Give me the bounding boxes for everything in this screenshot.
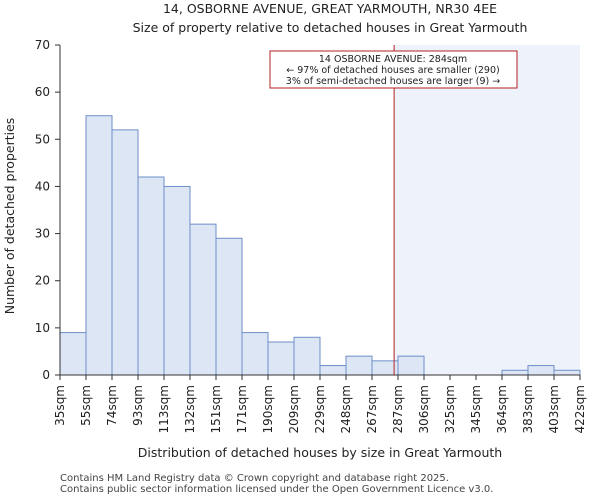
y-tick-label-50: 50 (35, 132, 50, 146)
x-tick-label-209sqm: 209sqm (287, 385, 301, 433)
bar-248sqm (345, 355, 373, 376)
footer-line-1: Contains HM Land Registry data © Crown c… (60, 473, 449, 484)
x-tick-label-287sqm: 287sqm (391, 385, 405, 433)
x-tick-label-35sqm: 35sqm (53, 385, 67, 426)
x-tick-label-422sqm: 422sqm (573, 385, 587, 433)
y-ticks: 0 10 20 30 40 50 60 70 (35, 38, 60, 382)
bar-287sqm (397, 355, 425, 376)
x-tick-label-74sqm: 74sqm (105, 385, 119, 426)
x-tick-label-171sqm: 171sqm (235, 385, 249, 433)
y-axis-label: Number of detached properties (2, 118, 17, 315)
bar-74sqm (111, 129, 139, 376)
y-tick-label-10: 10 (35, 321, 50, 335)
annotation-line-1: 14 OSBORNE AVENUE: 284sqm (319, 54, 467, 65)
bar-93sqm (137, 176, 165, 376)
bar-171sqm (241, 332, 269, 376)
annotation-box: 14 OSBORNE AVENUE: 284sqm ← 97% of detac… (269, 50, 518, 89)
footer-line-2: Contains public sector information licen… (60, 484, 494, 495)
x-tick-label-190sqm: 190sqm (261, 385, 275, 433)
x-tick-label-93sqm: 93sqm (131, 385, 145, 426)
y-tick-label-20: 20 (35, 274, 50, 288)
bar-55sqm (85, 115, 113, 376)
y-tick-label-60: 60 (35, 85, 50, 99)
bar-364sqm (501, 369, 529, 376)
bar-190sqm (267, 341, 295, 376)
x-tick-label-403sqm: 403sqm (547, 385, 561, 433)
x-tick-label-383sqm: 383sqm (521, 385, 535, 433)
x-tick-label-306sqm: 306sqm (417, 385, 431, 433)
annotation-line-2: ← 97% of detached houses are smaller (29… (286, 65, 499, 76)
highlight-region (394, 45, 580, 375)
annotation-border (269, 50, 518, 89)
x-axis-label: Distribution of detached houses by size … (138, 445, 502, 460)
bar-383sqm (527, 365, 555, 376)
bar-209sqm (293, 336, 321, 376)
bar-403sqm (553, 369, 581, 376)
bar-35sqm (59, 332, 87, 376)
bar-132sqm (189, 223, 217, 376)
chart-subtitle: Size of property relative to detached ho… (133, 20, 528, 35)
y-tick-label-0: 0 (42, 368, 50, 382)
x-tick-label-55sqm: 55sqm (79, 385, 93, 426)
x-tick-label-248sqm: 248sqm (339, 385, 353, 433)
larger-region-shade (394, 45, 580, 375)
x-tick-label-364sqm: 364sqm (495, 385, 509, 433)
y-tick-label-30: 30 (35, 227, 50, 241)
x-tick-label-113sqm: 113sqm (157, 385, 171, 433)
x-tick-label-229sqm: 229sqm (313, 385, 327, 433)
bar-229sqm (319, 365, 347, 376)
bar-113sqm (163, 185, 191, 376)
x-tick-label-132sqm: 132sqm (183, 385, 197, 433)
y-tick-label-70: 70 (35, 38, 50, 52)
x-tick-label-151sqm: 151sqm (209, 385, 223, 433)
bars (59, 115, 581, 376)
x-tick-label-345sqm: 345sqm (469, 385, 483, 433)
annotation-line-3: 3% of semi-detached houses are larger (9… (286, 76, 500, 87)
x-tick-label-325sqm: 325sqm (443, 385, 457, 433)
x-tick-label-267sqm: 267sqm (365, 385, 379, 433)
y-tick-label-40: 40 (35, 179, 50, 193)
chart-title: 14, OSBORNE AVENUE, GREAT YARMOUTH, NR30… (163, 1, 497, 16)
x-ticks: 35sqm 55sqm 74sqm 93sqm 113sqm 132sqm 151sqm 17… (53, 375, 587, 433)
bar-151sqm (215, 237, 243, 376)
